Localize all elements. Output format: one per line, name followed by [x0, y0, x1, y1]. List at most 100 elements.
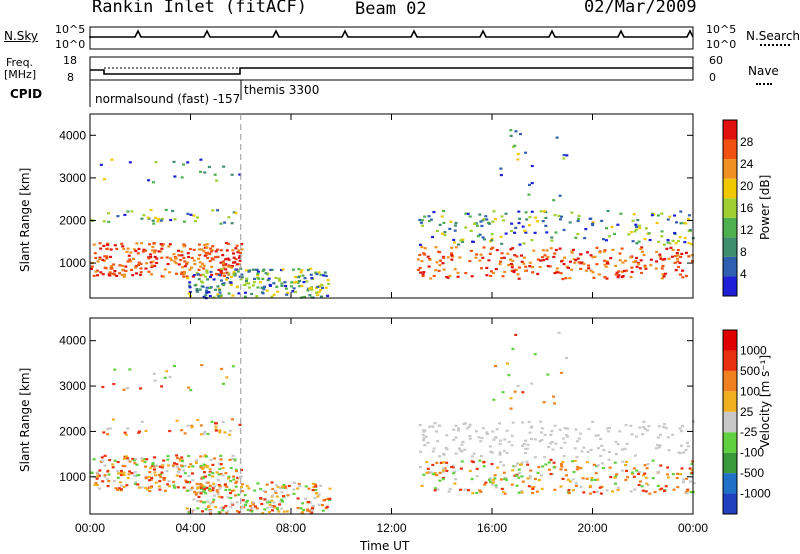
- velocity-pixel: [560, 464, 564, 467]
- velocity-pixel: [218, 462, 222, 465]
- velocity-pixel: [206, 500, 210, 503]
- power-pixel: [140, 242, 144, 245]
- velocity-pixel: [427, 471, 431, 474]
- power-pixel: [115, 247, 119, 251]
- velocity-pixel: [191, 465, 195, 468]
- velocity-pixel: [589, 448, 593, 452]
- velocity-pixel: [492, 438, 496, 441]
- velocity-pixel: [594, 434, 598, 437]
- power-pixel: [598, 251, 602, 254]
- velocity-pixel: [119, 471, 123, 475]
- velocity-pixel: [145, 458, 149, 461]
- velocity-pixel: [94, 481, 98, 485]
- power-pixel: [113, 270, 117, 273]
- power-pixel: [660, 212, 664, 215]
- velocity-pixel: [441, 478, 445, 481]
- velocity-pixel: [479, 490, 483, 494]
- power-pixel: [99, 271, 103, 274]
- power-pixel: [130, 210, 134, 213]
- power-pixel: [469, 229, 473, 233]
- power-pixel: [474, 222, 478, 225]
- velocity-pixel: [285, 510, 289, 513]
- power-pixel: [510, 266, 514, 269]
- velocity-pixel: [296, 497, 300, 500]
- power-pixel: [489, 270, 493, 273]
- velocity-pixel: [684, 448, 688, 452]
- velocity-pixel: [270, 481, 274, 484]
- velocity-pixel: [301, 502, 305, 505]
- power-pixel: [128, 161, 132, 164]
- power-pixel: [538, 265, 542, 269]
- power-y-tick-label: 2000: [59, 213, 86, 227]
- velocity-pixel: [172, 484, 176, 487]
- power-pixel: [523, 269, 527, 272]
- power-pixel: [620, 247, 624, 250]
- power-pixel: [492, 210, 496, 213]
- power-pixel: [297, 276, 301, 279]
- velocity-pixel: [232, 475, 236, 478]
- power-pixel: [518, 217, 522, 220]
- velocity-pixel: [501, 490, 505, 494]
- velocity-pixel: [118, 481, 122, 484]
- power-pixel: [553, 252, 557, 255]
- power-pixel: [488, 252, 492, 255]
- velocity-pixel: [279, 486, 283, 490]
- power-pixel: [216, 293, 220, 296]
- power-pixel: [231, 252, 235, 255]
- power-pixel: [454, 221, 458, 225]
- velocity-pixel: [187, 454, 191, 458]
- velocity-pixel: [322, 499, 326, 502]
- velocity-pixel: [549, 458, 553, 461]
- power-pixel: [676, 240, 680, 243]
- velocity-pixel: [263, 490, 267, 493]
- power-pixel: [641, 250, 645, 253]
- power-pixel: [167, 245, 171, 248]
- power-pixel: [280, 284, 284, 287]
- power-pixel: [107, 212, 111, 215]
- power-pixel: [688, 228, 692, 232]
- nsky-trace: [89, 29, 694, 38]
- velocity-pixel: [101, 480, 105, 483]
- power-pixel: [169, 257, 173, 260]
- power-y-tick-label: 1000: [59, 256, 86, 270]
- velocity-pixel: [468, 437, 472, 440]
- power-pixel: [157, 250, 161, 253]
- power-pixel: [231, 249, 235, 252]
- velocity-pixel: [255, 507, 259, 510]
- power-pixel: [180, 254, 184, 257]
- velocity-pixel: [219, 463, 223, 466]
- power-pixel: [448, 274, 452, 277]
- power-pixel: [110, 267, 114, 270]
- velocity-pixel: [599, 492, 603, 495]
- power-pixel: [90, 267, 94, 271]
- power-pixel: [314, 291, 318, 294]
- power-pixel: [570, 268, 574, 271]
- power-pixel: [206, 251, 210, 255]
- power-pixel: [618, 252, 622, 255]
- velocity-pixel: [645, 429, 649, 432]
- velocity-pixel: [171, 464, 175, 467]
- power-pixel: [230, 222, 234, 225]
- velocity-pixel: [177, 468, 181, 471]
- power-pixel: [573, 261, 577, 264]
- velocity-pixel: [280, 507, 284, 510]
- velocity-pixel: [444, 446, 448, 450]
- velocity-pixel: [656, 436, 660, 439]
- velocity-pixel: [199, 482, 203, 486]
- power-pixel: [303, 277, 307, 280]
- power-pixel: [528, 183, 532, 186]
- velocity-pixel: [159, 473, 163, 476]
- power-pixel: [639, 247, 643, 251]
- velocity-pixel: [304, 485, 308, 488]
- power-pixel: [491, 220, 495, 223]
- velocity-pixel: [221, 474, 225, 477]
- power-pixel: [161, 244, 165, 247]
- velocity-pixel: [137, 473, 141, 477]
- velocity-pixel: [608, 426, 612, 429]
- power-pixel: [570, 250, 574, 253]
- power-pixel: [559, 215, 563, 218]
- velocity-pixel: [281, 500, 285, 503]
- velocity-pixel: [218, 431, 222, 434]
- power-pixel: [242, 283, 246, 287]
- power-pixel: [574, 236, 578, 239]
